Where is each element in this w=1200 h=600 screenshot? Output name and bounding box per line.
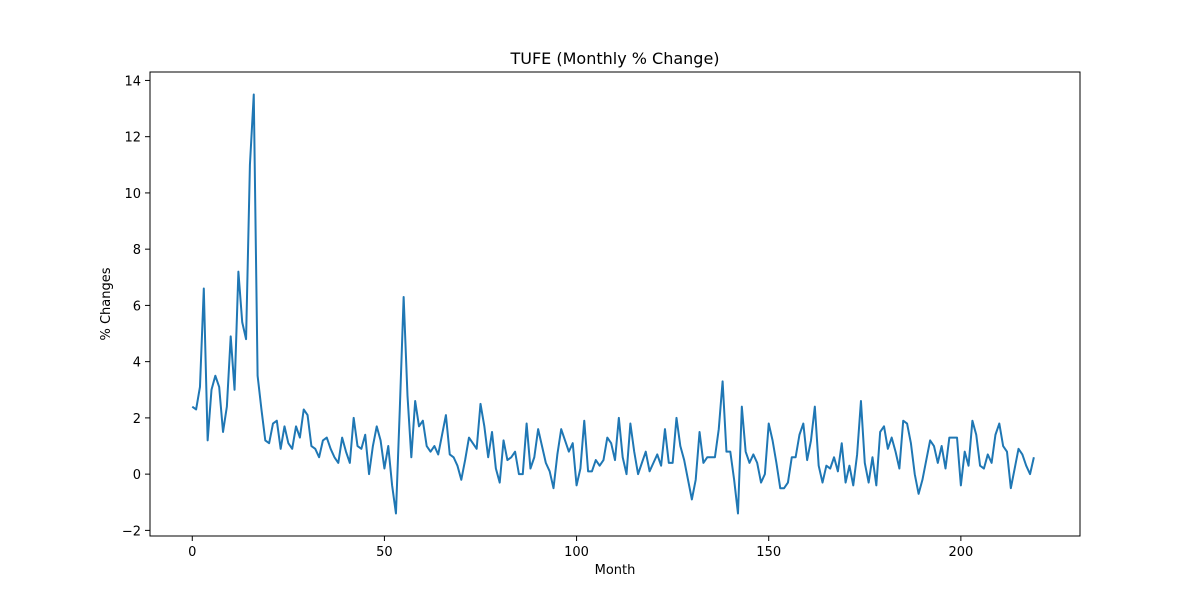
y-tick-label: −2	[122, 524, 141, 539]
series-line	[191, 93, 1035, 515]
y-axis-label: % Changes	[99, 267, 114, 340]
x-tick-label: 50	[376, 545, 393, 560]
plot-frame	[149, 71, 1081, 537]
x-tick-label: 150	[756, 545, 781, 560]
x-axis-label: Month	[595, 563, 636, 578]
x-tick-label: 0	[188, 545, 196, 560]
chart-title: TUFE (Monthly % Change)	[509, 49, 719, 68]
y-tick-label: 0	[133, 468, 141, 483]
y-tick-label: 10	[124, 187, 141, 202]
y-tick-label: 14	[124, 74, 141, 89]
x-tick-label: 100	[564, 545, 589, 560]
y-tick-label: 8	[133, 243, 141, 258]
x-tick-label: 200	[948, 545, 973, 560]
y-tick-label: 4	[133, 356, 141, 371]
y-tick-label: 12	[124, 131, 141, 146]
y-tick-label: 2	[133, 412, 141, 427]
y-tick-label: 6	[133, 299, 141, 314]
